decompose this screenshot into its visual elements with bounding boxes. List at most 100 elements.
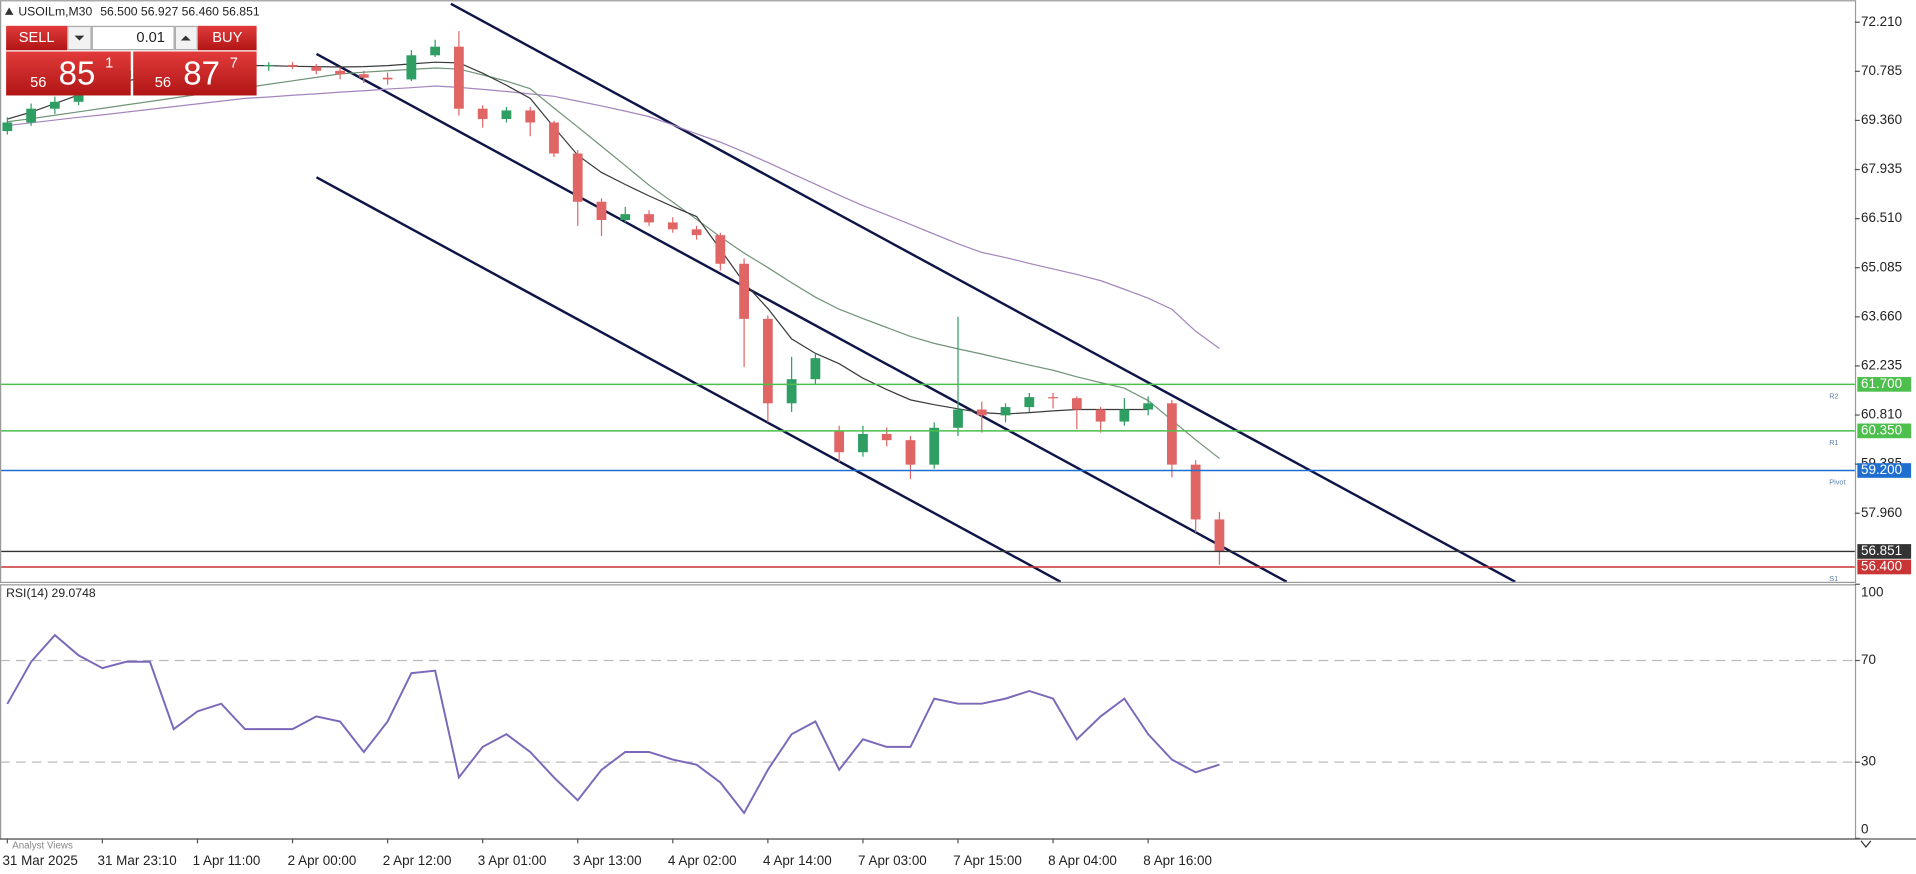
x-tick-label: 4 Apr 02:00 [668,853,737,868]
analyst-views-tab[interactable]: Analyst Views [12,840,73,851]
x-tick-label: 7 Apr 03:00 [858,853,927,868]
y-tick-label: 66.510 [1861,210,1902,225]
candle-body [549,122,559,154]
rsi-y-tick-label: 30 [1861,754,1876,769]
candle-body [810,358,821,380]
rsi-line [6,633,1220,815]
symbol-title: USOILm,M30 [18,5,92,19]
x-tick-label: 8 Apr 16:00 [1143,853,1212,868]
y-tick-label: 57.960 [1861,505,1902,520]
buy-price-main: 87 [183,55,220,92]
x-tick-label: 31 Mar 2025 [2,853,77,868]
moving-average [7,61,1149,415]
candle-body [1048,397,1058,399]
candle-body [1000,407,1011,416]
candle-body [2,122,13,132]
scroll-arrow[interactable] [1860,840,1872,848]
candle-body [1071,398,1082,410]
candle-body [786,379,797,404]
x-tick-label: 31 Mar 23:10 [98,853,177,868]
candle-body [335,70,345,75]
level-name: S1 [1829,574,1838,583]
down-arrow [74,35,85,41]
candle-body [287,64,298,67]
x-tick-label: 8 Apr 04:00 [1048,853,1117,868]
sell-price-main: 85 [59,55,96,92]
rsi-y-tick-label: 0 [1861,821,1868,836]
volume-value[interactable]: 0.01 [136,30,165,46]
sell-button[interactable] [6,25,68,51]
candle-body [976,409,987,416]
moving-average [7,85,1220,350]
buy-price-box[interactable] [133,51,257,96]
candle-body [905,440,916,465]
sell-price-box[interactable] [6,51,131,96]
candle-body [49,101,60,109]
level-tag [1857,463,1912,478]
candle-body [26,108,36,123]
x-tick-label: 2 Apr 12:00 [383,853,452,868]
candle-body [1190,464,1201,520]
up-arrow [180,35,191,41]
candle-body [834,430,845,453]
level-tag [1857,423,1912,439]
x-tick-label: 4 Apr 14:00 [763,853,832,868]
level-label: 60.350 [1861,422,1902,437]
candle-body [525,110,536,123]
level-name: R1 [1829,438,1838,447]
rsi-title: RSI(14) 29.0748 [6,586,96,600]
level-tag [1857,377,1912,392]
sell-price-prefix: 56 [30,75,46,91]
y-tick-label: 70.785 [1861,63,1902,78]
ohlc-readout: 56.500 56.927 56.460 56.851 [100,5,260,19]
volume-input[interactable] [91,25,175,51]
x-tick-label: 3 Apr 13:00 [573,853,642,868]
candle-body [1167,403,1177,465]
candle-body [1119,409,1130,422]
buy-label[interactable]: BUY [212,30,242,46]
candle-body [263,64,274,67]
last-price-tag [1857,544,1912,559]
rsi-plot [1,633,1855,815]
candle-body [501,110,512,120]
main-frame [0,0,1857,584]
axes: 72.210 70.785 69.360 67.935 66.510 65.085 63.6… [2,14,1912,868]
candle-body [667,222,678,230]
candle-body [358,74,369,78]
y-tick-label: 60.810 [1861,407,1902,422]
candle-body [311,66,322,71]
candle-body [430,46,441,56]
level-label: 56.400 [1861,559,1902,574]
candle-body [881,433,892,441]
candle-body [762,318,773,404]
candle-body [953,409,963,428]
buy-price-prefix: 56 [155,75,171,91]
level-name: Pivot [1829,478,1845,487]
candle-body [620,214,631,220]
level-label: 61.700 [1861,376,1902,391]
sell-label[interactable]: SELL [19,30,55,46]
level-tag [1857,559,1912,575]
buy-button[interactable] [197,25,257,51]
moving-average [7,67,1220,459]
candle-body [406,55,417,80]
candle-body [644,214,654,223]
candle-body [1143,403,1154,410]
x-tick-label: 3 Apr 01:00 [478,853,547,868]
level-label: 59.200 [1861,462,1902,477]
last-price-label: 56.851 [1861,543,1902,558]
trade-panel: SELL 0.01 BUY 56 85 1 56 87 7 [6,25,257,96]
candle-body [477,108,488,120]
candle-body [929,427,940,465]
y-tick-label: 65.085 [1861,259,1902,274]
y-tick-label: 67.935 [1861,161,1902,176]
channel-line [450,2,1516,582]
channel-line [315,176,1062,582]
candle-body [739,263,749,319]
level-name: R2 [1829,392,1838,401]
symbol-icon [4,7,14,15]
channel [315,2,1516,582]
x-tick-label: 2 Apr 00:00 [288,853,357,868]
